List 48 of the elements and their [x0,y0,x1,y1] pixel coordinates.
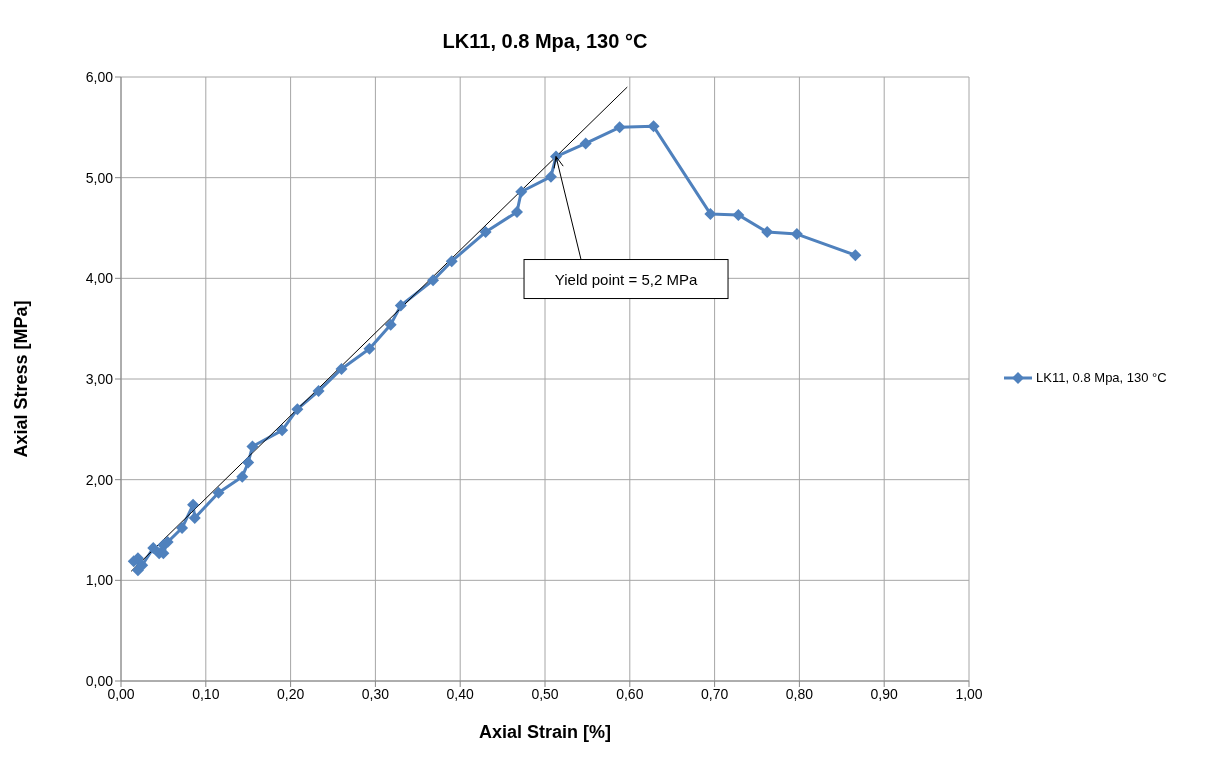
point [176,521,189,534]
point [187,498,200,511]
x-tick-label: 1,00 [955,685,983,702]
point [212,486,225,499]
point [515,185,528,198]
x-tick-label: 0,70 [700,685,729,702]
point [394,299,407,312]
y-tick-label: 4,00 [85,270,114,287]
y-tick-label: 5,00 [85,169,114,186]
point [579,137,592,150]
x-tick-label: 0,10 [192,685,220,702]
chart-title: LK11, 0.8 Mpa, 130 °C [441,30,649,53]
x-tick-label: 0,20 [276,685,305,702]
point [363,342,376,355]
x-axis-title: Axial Strain [%] [478,722,612,742]
y-tick-label: 2,00 [85,471,114,488]
point [849,249,862,262]
point [276,424,289,437]
point [291,403,304,416]
x-tick-label: 0,30 [361,685,390,702]
x-tick-label: 0,90 [870,685,899,702]
x-tick-label: 0,40 [446,685,475,702]
x-tick-label: 0,50 [531,685,559,702]
point [246,440,259,453]
point [511,205,524,218]
point [544,170,557,183]
annotation: Yield point = 5,2 MPa [554,270,698,288]
point [732,208,745,221]
x-tick-label: 0,60 [616,685,644,702]
point [384,318,397,331]
x-tick-label: 0,80 [785,685,814,702]
point [613,121,626,134]
point [147,542,160,555]
y-tick-label: 6,00 [85,68,114,85]
point [236,470,249,483]
point [427,274,440,287]
point [335,362,348,375]
legend-label: LK11, 0.8 Mpa, 130 °C [1036,370,1167,385]
y-tick-label: 1,00 [85,572,114,589]
point [445,255,458,268]
point [242,456,255,469]
y-axis-title: Axial Stress [MPa] [11,300,32,458]
point [188,511,201,524]
point [479,226,492,239]
y-tick-label: 3,00 [85,370,114,387]
point [136,559,149,572]
point [704,207,717,220]
point [312,385,325,398]
